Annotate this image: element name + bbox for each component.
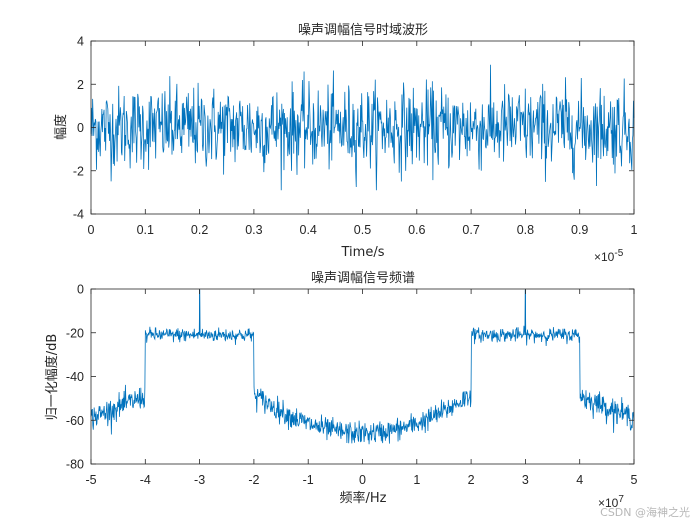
x-tick-label: 3 [522, 473, 529, 487]
x-tick-label: 0.2 [191, 223, 208, 237]
y-tick-label: -4 [73, 208, 84, 222]
x-ticks: 0 0.1 0.2 0.3 0.4 0.5 0.6 0.7 0.8 0.9 1 [88, 41, 638, 237]
x-axis-label: 频率/Hz [340, 490, 387, 506]
plot-area [91, 289, 634, 464]
x-tick-label: 0.3 [245, 223, 262, 237]
x-tick-label: -2 [248, 473, 259, 487]
subplot-time-domain: 噪声调幅信号时域波形 0 0.1 0.2 0.3 0.4 0.5 0.6 0.7 0.8 0.9 1… [53, 23, 638, 264]
x-tick-label: 0 [88, 223, 95, 237]
y-tick-label: -60 [66, 414, 84, 428]
x-tick-label: -1 [303, 473, 314, 487]
x-tick-label: 0.4 [300, 223, 317, 237]
x-exponent-base: ×10 [598, 496, 619, 510]
chart-title: 噪声调幅信号时域波形 [298, 23, 428, 38]
x-tick-label: 0.6 [408, 223, 425, 237]
y-axis-label: 归一化幅度/dB [44, 334, 60, 421]
y-tick-label: 4 [77, 35, 84, 49]
x-exponent-base: ×10 [594, 250, 615, 264]
x-tick-label: 0.9 [571, 223, 588, 237]
signal-line [90, 64, 635, 191]
x-exponent-label: ×107 [598, 494, 624, 510]
watermark: CSDN @海神之光 [600, 505, 690, 519]
y-ticks: -4 -2 0 2 4 [73, 35, 634, 222]
x-tick-label: 1 [413, 473, 420, 487]
chart-title: 噪声调幅信号频谱 [311, 271, 415, 286]
x-tick-label: 4 [576, 473, 583, 487]
x-tick-label: 1 [631, 223, 638, 237]
y-tick-label: 0 [77, 121, 84, 135]
y-tick-label: 2 [77, 78, 84, 92]
x-tick-label: 0.5 [354, 223, 371, 237]
x-tick-label: 0 [359, 473, 366, 487]
x-tick-label: 2 [468, 473, 475, 487]
x-tick-label: 0.8 [517, 223, 534, 237]
spectrum-line [90, 288, 635, 445]
x-tick-label: 0.1 [137, 223, 154, 237]
x-tick-label: 5 [631, 473, 638, 487]
plot-area [91, 41, 634, 214]
x-tick-label: -4 [140, 473, 151, 487]
y-tick-label: -40 [66, 370, 84, 384]
x-exponent-label: ×10-5 [594, 248, 624, 264]
y-axis-label: 幅度 [53, 114, 69, 140]
x-tick-label: -3 [194, 473, 205, 487]
y-tick-label: -2 [73, 164, 84, 178]
x-axis-label: Time/s [341, 245, 385, 260]
x-ticks: -5 -4 -3 -2 -1 0 1 2 3 4 5 [85, 289, 638, 487]
y-tick-label: -20 [66, 326, 84, 340]
x-exponent-power: -5 [614, 248, 623, 259]
x-tick-label: -5 [85, 473, 96, 487]
subplot-spectrum: 噪声调幅信号频谱 -5 -4 -3 -2 -1 0 1 2 3 4 5 -80-60-40-200 … [44, 271, 638, 510]
y-tick-label: -80 [66, 458, 84, 472]
y-ticks: -80 -60 -40 -20 0 [66, 283, 634, 472]
x-exponent-power: 7 [618, 494, 624, 505]
y-tick-label: 0 [77, 283, 84, 297]
x-tick-label: 0.7 [462, 223, 479, 237]
